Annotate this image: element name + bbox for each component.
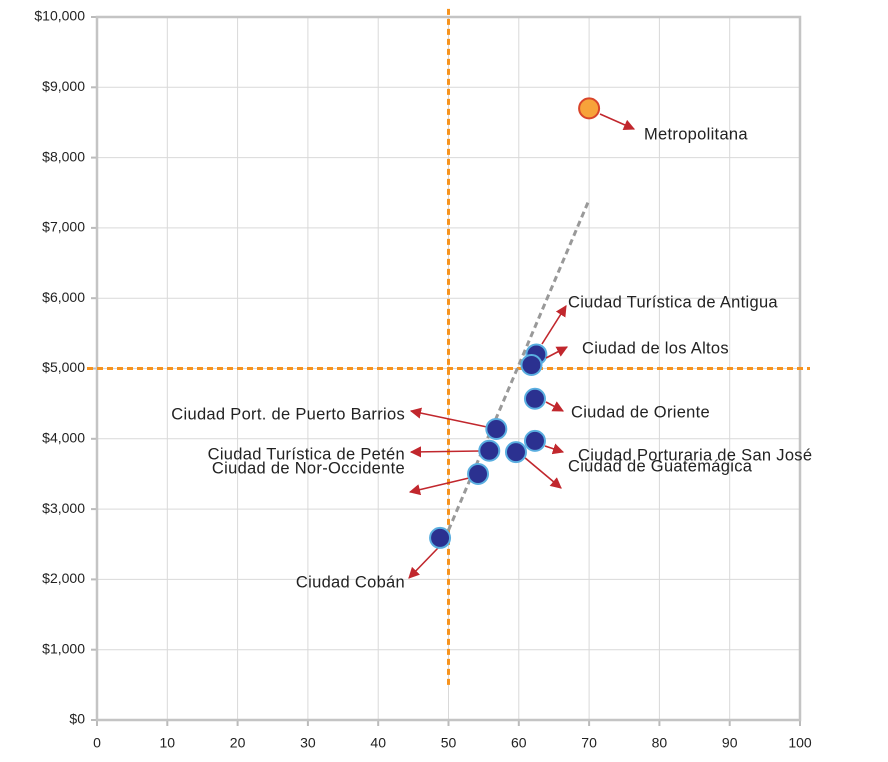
point [523, 387, 546, 410]
point [578, 97, 601, 120]
point [485, 417, 508, 440]
label-arrow [544, 443, 565, 455]
x-tick-label: 70 [581, 735, 597, 751]
y-tick-label: $5,000 [42, 359, 85, 375]
point-label: Metropolitana [644, 125, 748, 143]
label-arrow [409, 407, 488, 428]
x-tick-label: 80 [652, 735, 668, 751]
y-tick-label: $2,000 [42, 570, 85, 586]
point-label: Ciudad de los Altos [582, 339, 729, 357]
x-tick-label: 40 [370, 735, 386, 751]
label-arrow [541, 305, 567, 345]
x-tick-label: 60 [511, 735, 527, 751]
y-tick-label: $0 [69, 711, 85, 727]
label-arrow [545, 401, 564, 412]
y-tick-label: $10,000 [34, 8, 85, 24]
point-label: Ciudad de Guatemágica [568, 457, 753, 475]
point [429, 526, 452, 549]
point [467, 462, 490, 485]
x-tick-label: 50 [441, 735, 457, 751]
y-tick-label: $4,000 [42, 430, 85, 446]
y-tick-label: $1,000 [42, 640, 85, 656]
y-tick-label: $7,000 [42, 219, 85, 235]
y-tick-label: $6,000 [42, 289, 85, 305]
label-arrow [408, 477, 470, 496]
label-arrow [409, 446, 481, 458]
point-label: Ciudad Turística de Petén [208, 445, 405, 463]
point-label: Ciudad Turística de Antigua [568, 293, 778, 311]
x-tick-label: 90 [722, 735, 738, 751]
label-arrow [408, 547, 439, 579]
label-arrow [545, 346, 568, 359]
x-tick-label: 20 [230, 735, 246, 751]
x-tick-label: 30 [300, 735, 316, 751]
point [504, 441, 527, 464]
y-tick-label: $8,000 [42, 148, 85, 164]
point [478, 439, 501, 462]
label-arrow [523, 456, 562, 489]
point-label: Ciudad Port. de Puerto Barrios [171, 405, 405, 423]
point-label: Ciudad de Nor-Occidente [212, 459, 405, 477]
point-label: Ciudad de Oriente [571, 403, 710, 421]
point [523, 429, 546, 452]
y-tick-label: $3,000 [42, 500, 85, 516]
label-arrow [599, 113, 636, 131]
point [520, 353, 543, 376]
point-label: Ciudad Porturaria de San José [578, 446, 812, 464]
x-tick-label: 10 [160, 735, 176, 751]
point-label: Ciudad Cobán [296, 573, 405, 591]
x-tick-label: 100 [788, 735, 812, 751]
x-tick-label: 0 [93, 735, 101, 751]
y-tick-label: $9,000 [42, 78, 85, 94]
